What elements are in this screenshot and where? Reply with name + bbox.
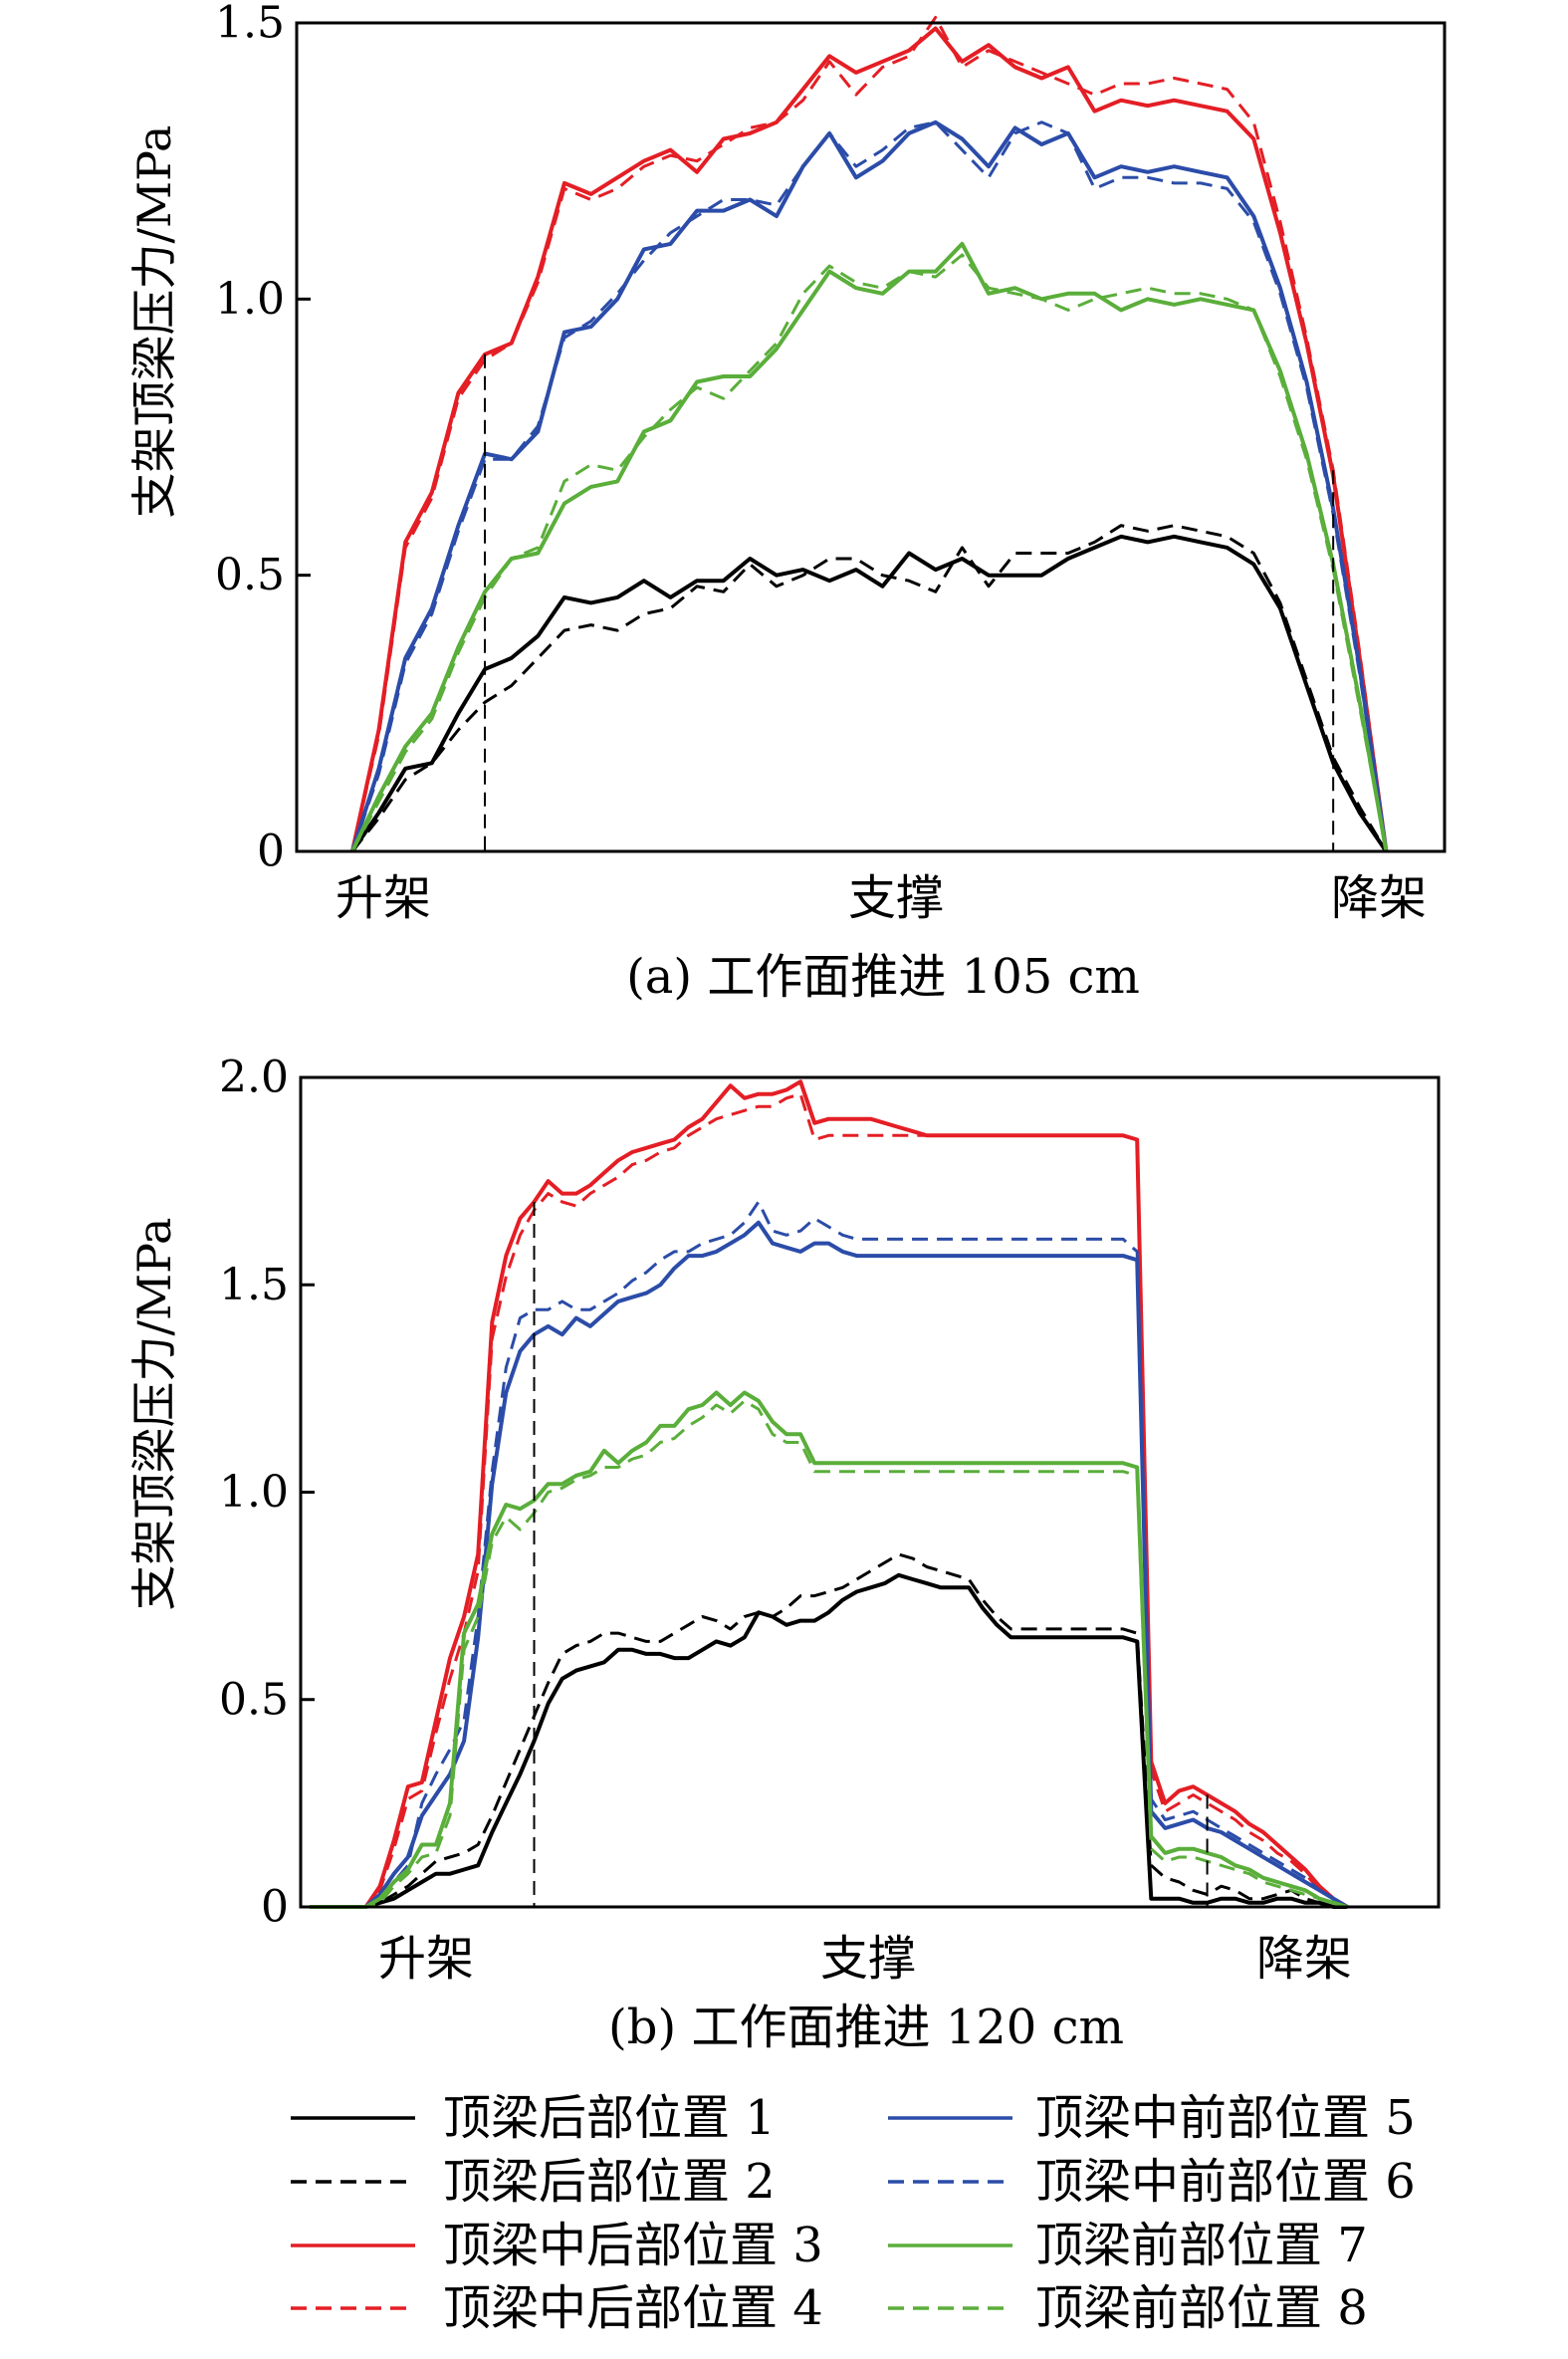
legend-label-3: 顶梁中后部位置 3 (443, 2218, 823, 2273)
chart-b-ytick-label-3: 1.5 (219, 1260, 289, 1310)
legend-label-2: 顶梁后部位置 2 (443, 2154, 776, 2210)
chart-b-phase-label-support: 支撑 (820, 1931, 916, 1987)
legend-label-8: 顶梁前部位置 8 (1035, 2280, 1368, 2336)
chart-b-ytick-label-0: 0 (261, 1882, 289, 1933)
chart-a-caption: (a) 工作面推进 105 cm (626, 949, 1140, 1005)
legend-label-4: 顶梁中后部位置 4 (443, 2280, 823, 2336)
chart-a-phase-label-support: 支撑 (848, 870, 944, 926)
chart-a-series-mid-front-pos5 (349, 119, 1389, 852)
legend-label-1: 顶梁后部位置 1 (443, 2090, 776, 2146)
chart-a-series-mid-rear-pos3 (349, 26, 1389, 852)
chart-b-series-front-pos7 (310, 1390, 1348, 1909)
legend-label-7: 顶梁前部位置 7 (1035, 2218, 1368, 2273)
chart-b-y-axis: 0 0.5 1.0 1.5 2.0 (219, 1053, 315, 1933)
legend-label-5: 顶梁中前部位置 5 (1035, 2090, 1416, 2146)
chart-b-series-mid-front-pos5 (310, 1220, 1349, 1909)
chart-b-phase-boundaries (533, 1201, 1209, 1907)
chart-a-series-mid-rear-pos4 (350, 16, 1388, 852)
legend-label-6: 顶梁中前部位置 6 (1035, 2154, 1416, 2210)
chart-b-ytick-label-1: 0.5 (219, 1674, 289, 1725)
chart-a-ytick-label-0: 0 (257, 826, 285, 877)
chart-a-series-front-pos7 (350, 241, 1389, 852)
chart-a-series-rear-pos2 (350, 524, 1388, 852)
chart-a-series-front-pos8 (350, 253, 1388, 852)
chart-a-ylabel: 支架顶梁压力/MPa (127, 125, 181, 519)
chart-a-ytick-label-3: 1.5 (215, 0, 285, 49)
chart-b-series-rear-pos1 (310, 1572, 1348, 1909)
chart-b-ylabel: 支架顶梁压力/MPa (127, 1218, 181, 1611)
chart-b-phase-label-lower: 降架 (1256, 1931, 1352, 1987)
chart-b-series-mid-rear-pos3 (310, 1079, 1349, 1909)
chart-b: 支架顶梁压力/MPa 0 0.5 1.0 1.5 2.0 升架 支撑 降架 (b) 工作… (127, 1053, 1441, 2055)
chart-b-ytick-label-2: 1.0 (219, 1467, 289, 1518)
chart-b-ytick-label-4: 2.0 (219, 1053, 289, 1103)
chart-a-plot-frame (295, 21, 1447, 853)
chart-b-phase-label-lift: 升架 (378, 1931, 474, 1987)
chart-b-series-rear-pos2 (310, 1552, 1348, 1909)
chart-b-series-front-pos8 (310, 1399, 1348, 1909)
chart-a-series-mid-front-pos6 (350, 120, 1388, 852)
chart-b-series-mid-front-pos6 (310, 1200, 1349, 1909)
chart-a-phase-label-lower: 降架 (1331, 870, 1427, 926)
chart-a-phase-boundaries (484, 354, 1335, 851)
chart-a-phase-label-lift: 升架 (336, 870, 431, 926)
chart-b-plot-frame (299, 1075, 1441, 1909)
chart-b-series-mid-rear-pos4 (310, 1092, 1349, 1909)
chart-a: 支架顶梁压力/MPa 0 0.5 1.0 1.5 升架 支撑 降架 (a) 工作面推进… (127, 0, 1447, 1005)
chart-b-caption: (b) 工作面推进 120 cm (608, 2000, 1124, 2055)
chart-a-ytick-label-2: 1.0 (215, 274, 285, 325)
chart-a-series-group (349, 16, 1389, 853)
chart-b-series-group (310, 1079, 1349, 1909)
chart-a-series-rear-pos1 (350, 534, 1389, 853)
legend: 顶梁后部位置 1 顶梁后部位置 2 顶梁中后部位置 3 顶梁中后部位置 4 顶梁… (291, 2090, 1416, 2336)
chart-a-ytick-label-1: 0.5 (215, 550, 285, 600)
